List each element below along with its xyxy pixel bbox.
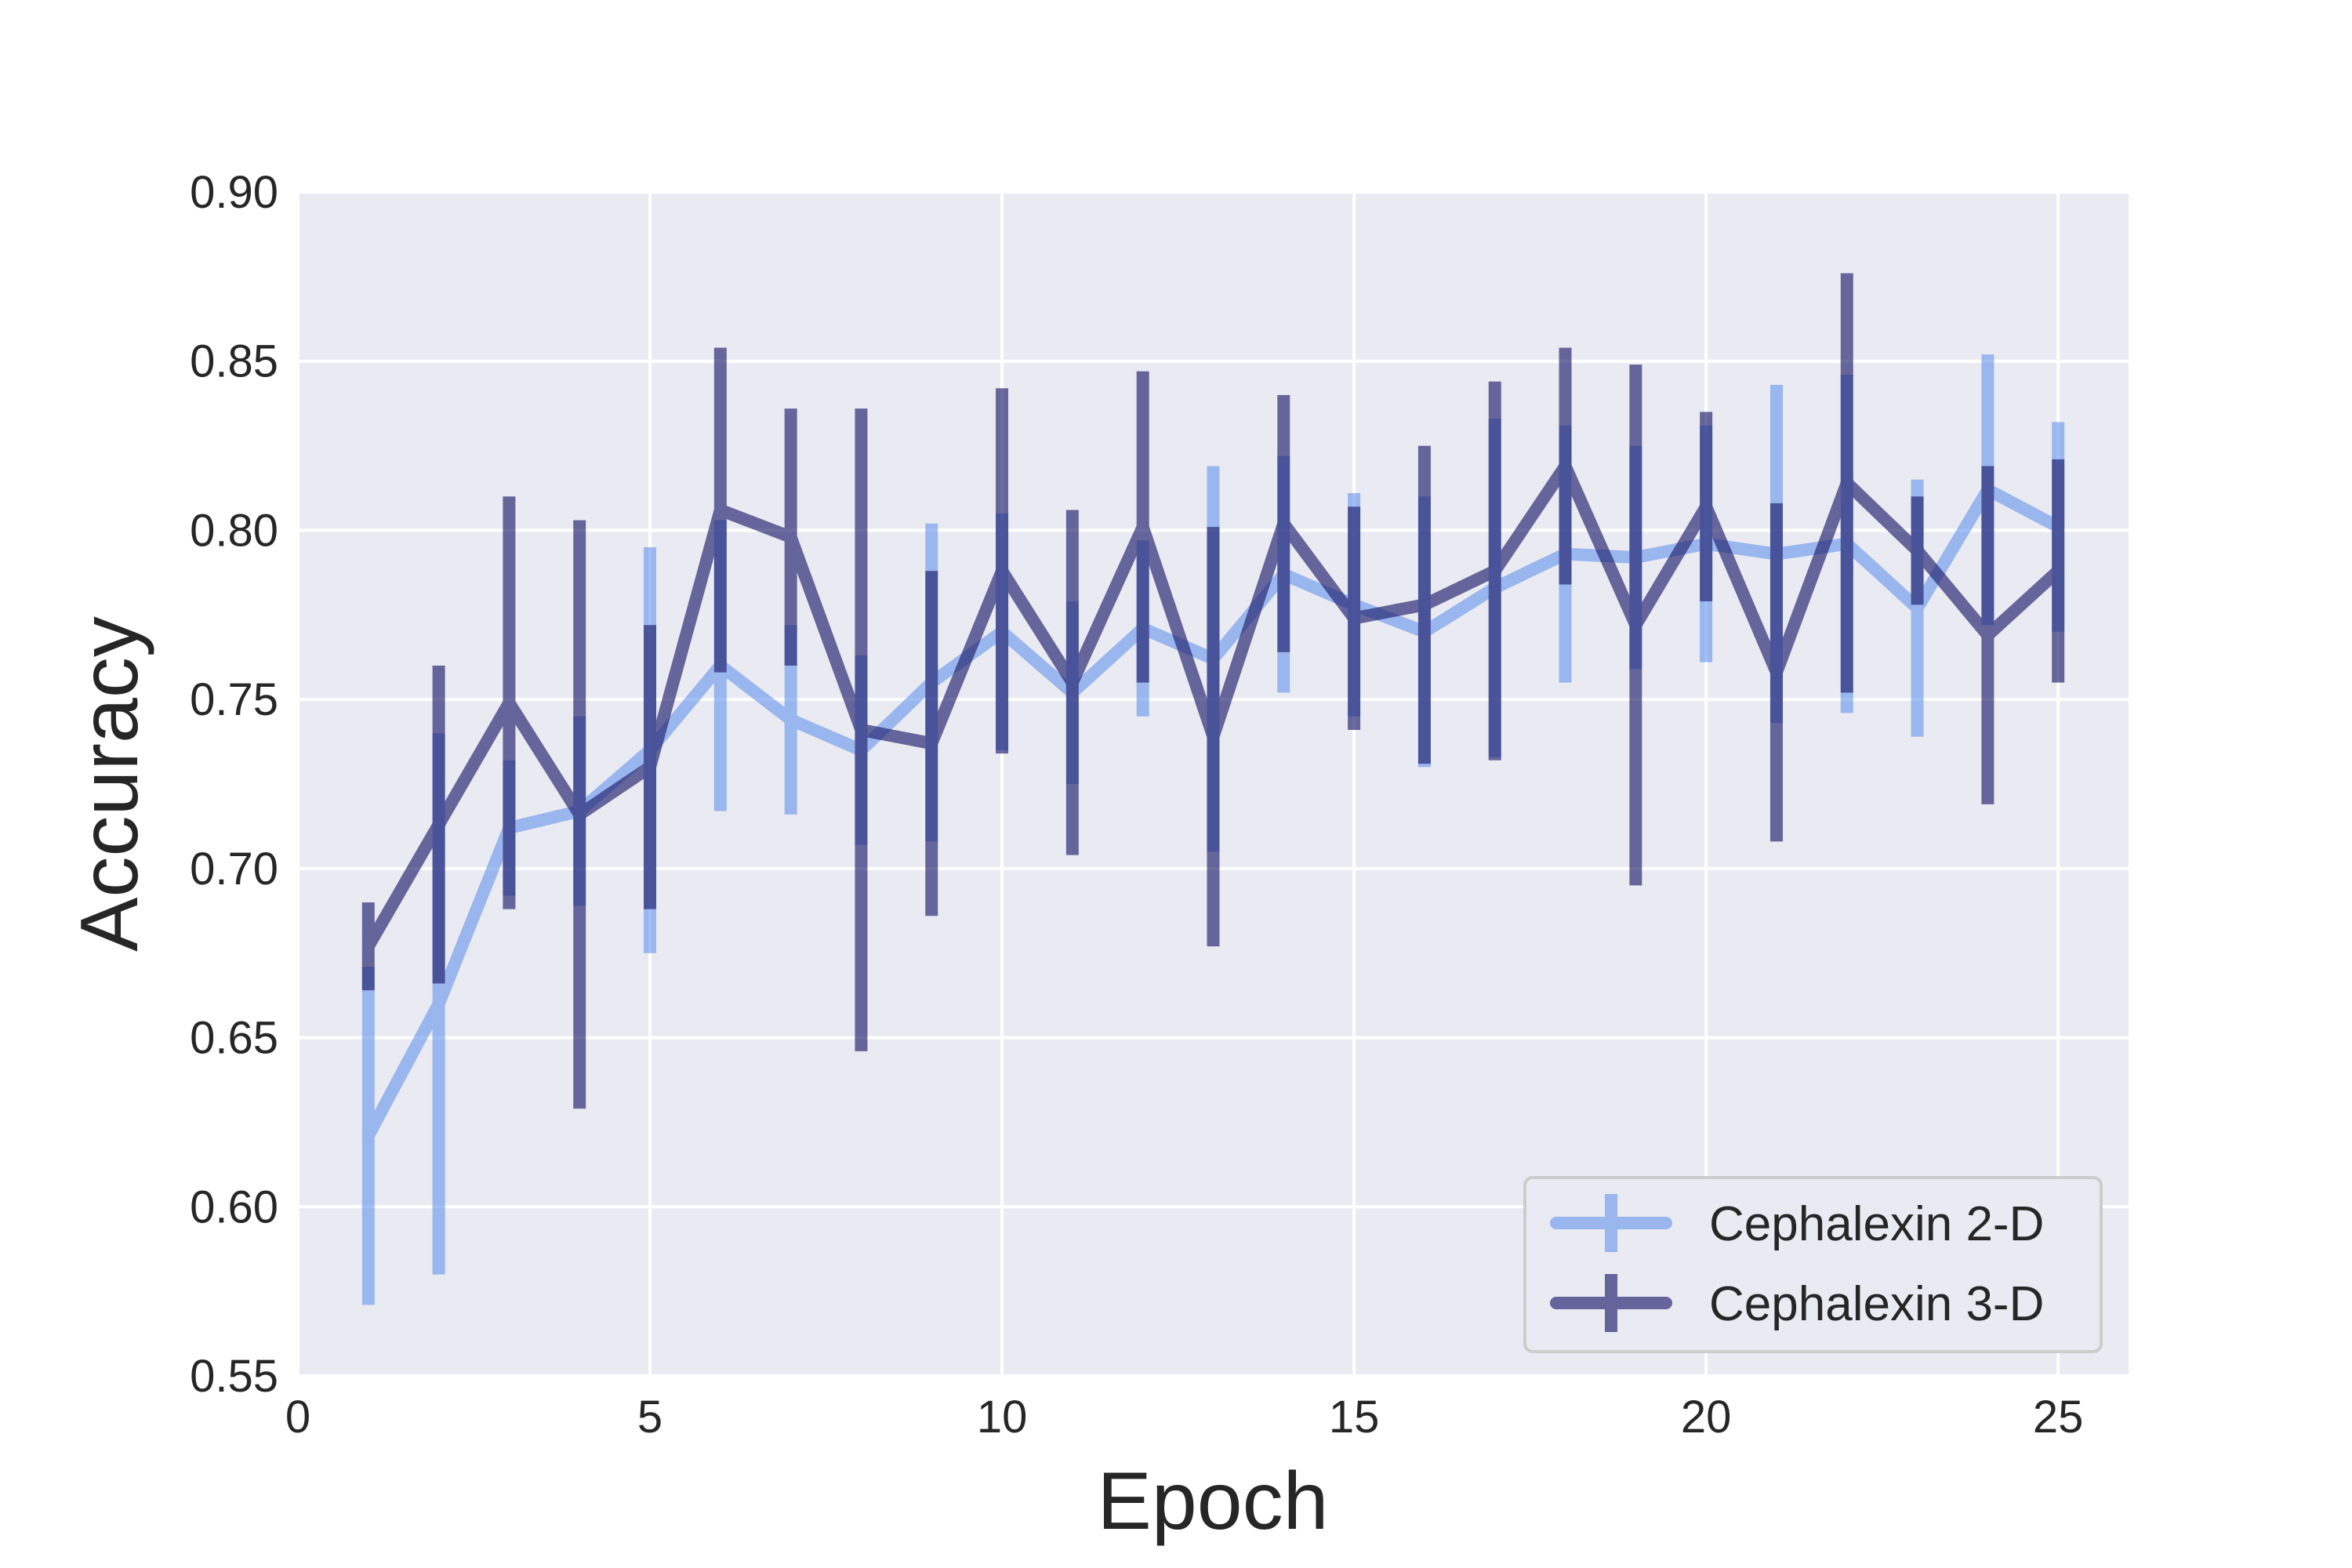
y-tick-label: 0.75 (190, 674, 278, 725)
x-tick-label: 5 (637, 1392, 662, 1443)
y-tick-label: 0.80 (190, 505, 278, 556)
series-layer (361, 273, 2065, 1305)
y-tick-label: 0.85 (190, 336, 278, 387)
y-axis-label: Accuracy (64, 616, 155, 952)
tick-labels: 0 5 10 15 20 25 0.55 0.60 0.65 0.70 0.75 0.80 0.85 0.… (190, 167, 2083, 1443)
legend-label: Cephalexin 2-D (1709, 1197, 2044, 1251)
x-axis-label: Epoch (1098, 1456, 1329, 1547)
series-2 (361, 273, 2065, 1109)
x-tick-label: 25 (2033, 1392, 2084, 1443)
y-tick-label: 0.70 (190, 844, 278, 895)
series-line (361, 459, 2065, 953)
y-tick-label: 0.65 (190, 1013, 278, 1064)
x-tick-label: 10 (977, 1392, 1028, 1443)
y-tick-label: 0.60 (190, 1181, 278, 1232)
y-tick-label: 0.55 (190, 1351, 278, 1402)
x-tick-label: 20 (1681, 1392, 1732, 1443)
legend-label: Cephalexin 3-D (1709, 1277, 2044, 1331)
legend-entry (1550, 1274, 1672, 1332)
x-tick-label: 15 (1329, 1392, 1380, 1443)
legend-entry (1550, 1194, 1672, 1252)
legend: Cephalexin 2-D Cephalexin 3-D (1523, 1176, 2103, 1353)
y-tick-label: 0.90 (190, 167, 278, 218)
x-tick-label: 0 (285, 1392, 310, 1443)
